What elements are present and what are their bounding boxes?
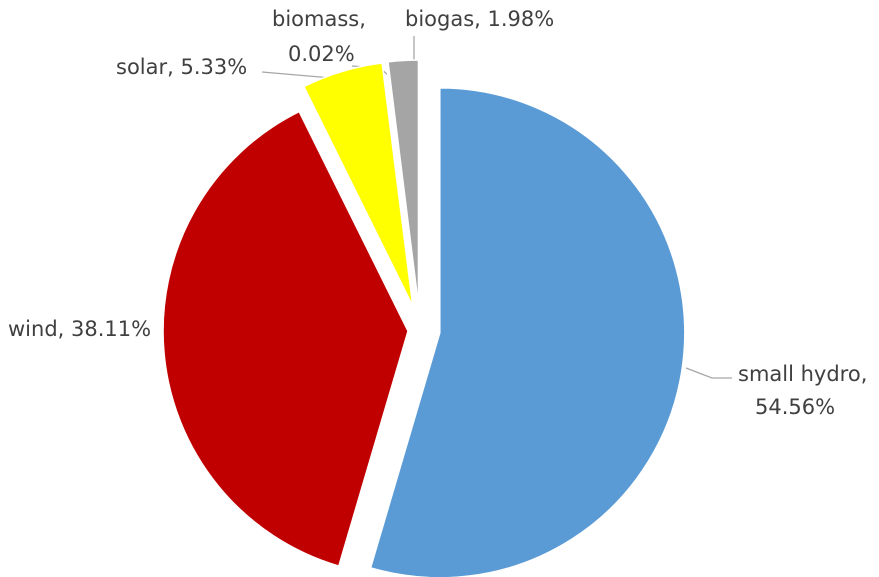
data-label: 54.56% <box>755 395 835 419</box>
data-label: small hydro, <box>738 362 867 386</box>
data-label: biogas, 1.98% <box>405 7 554 31</box>
pie-slice <box>162 110 409 567</box>
pie-slice <box>302 62 414 307</box>
data-label: biomass, <box>272 7 366 31</box>
pie-slice <box>387 59 420 306</box>
pie-slice <box>385 61 418 306</box>
data-label: wind, 38.11% <box>8 317 151 341</box>
data-label: 0.02% <box>288 42 355 66</box>
leader-line <box>685 367 732 379</box>
pie-slice <box>369 87 686 577</box>
data-label: solar, 5.33% <box>116 55 247 79</box>
